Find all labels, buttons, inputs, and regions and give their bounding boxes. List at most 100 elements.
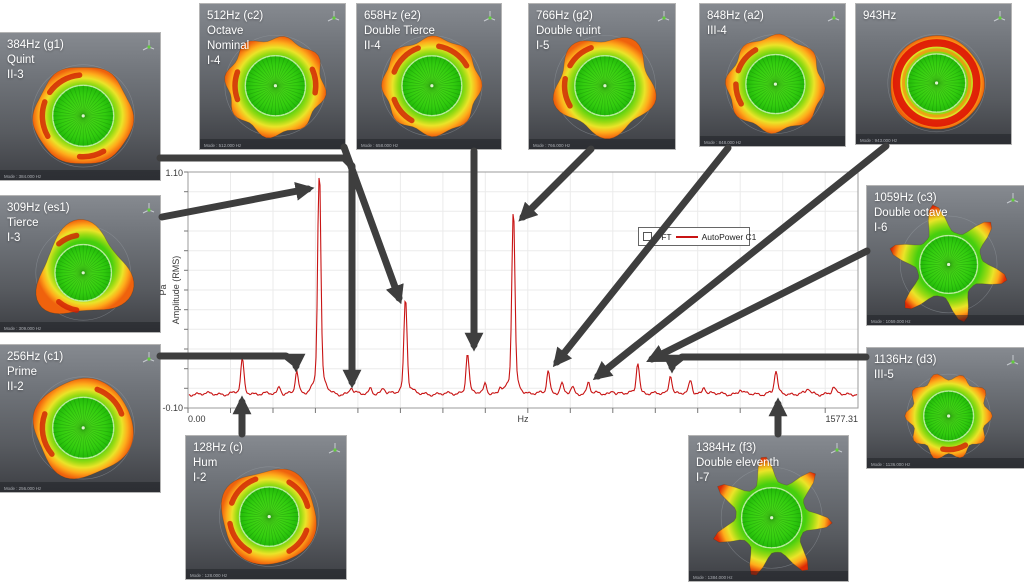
arrow-to-1059hz xyxy=(646,247,871,363)
panel-title: 943Hz xyxy=(863,9,896,24)
svg-text:Amplitude (RMS): Amplitude (RMS) xyxy=(171,256,181,325)
fft-trace xyxy=(188,177,858,397)
arrow-to-256hz xyxy=(156,352,306,373)
panel-title-line: 309Hz (es1) xyxy=(7,202,70,214)
panel-caption: Mode : 384.000 Hz xyxy=(4,174,42,179)
panel-title-line: 848Hz (a2) xyxy=(707,10,764,22)
panel-caption-bar xyxy=(0,170,160,180)
mode-panel-848hz[interactable]: 848Hz (a2) III-4 Mode : 848.000 Hz xyxy=(700,4,845,146)
orientation-triad-icon[interactable] xyxy=(141,349,156,364)
mode-panel-256hz[interactable]: 256Hz (c1) Prime II-2 Mode : 256.000 Hz xyxy=(0,345,160,492)
mode-panel-309hz[interactable]: 309Hz (es1) Tierce I-3 Mode : 309.000 Hz xyxy=(0,196,160,332)
svg-text:1577.31: 1577.31 xyxy=(825,414,858,424)
arrow-to-1136hz xyxy=(662,353,870,374)
arrow-to-512hz xyxy=(340,143,404,305)
panel-caption-bar xyxy=(0,322,160,332)
mode-panel-658hz[interactable]: 658Hz (e2) Double Tierce II-4 Mode : 658… xyxy=(357,4,501,149)
mode-shape-658hz xyxy=(357,4,501,149)
panel-caption: Mode : 128.000 Hz xyxy=(190,573,228,578)
mode-shape-1059hz xyxy=(867,186,1024,325)
arrow-to-848hz xyxy=(552,144,732,368)
panel-title-line: 658Hz (e2) xyxy=(364,10,421,22)
mode-shape-766hz xyxy=(529,4,675,149)
mode-panel-1059hz[interactable]: 1059Hz (c3) Double octave I-6 Mode : 105… xyxy=(867,186,1024,325)
panel-title-line: Double octave xyxy=(874,206,948,219)
panel-caption-bar xyxy=(867,458,1024,468)
panel-caption-bar xyxy=(0,482,160,492)
panel-title: 256Hz (c1) Prime II-2 xyxy=(7,350,63,395)
orientation-triad-icon[interactable] xyxy=(1005,352,1020,367)
orientation-triad-icon[interactable] xyxy=(1005,190,1020,205)
mode-panel-512hz[interactable]: 512Hz (c2) Octave Nominal I-4 Mode : 512… xyxy=(200,4,345,149)
panel-title: 1059Hz (c3) Double octave I-6 xyxy=(874,191,948,236)
panel-caption-bar xyxy=(700,136,845,146)
panel-caption: Mode : 1384.000 Hz xyxy=(693,575,733,580)
panel-caption: Mode : 256.000 Hz xyxy=(4,486,42,491)
panel-caption: Mode : 658.000 Hz xyxy=(361,143,399,148)
arrow-to-766hz xyxy=(518,145,595,222)
panel-caption: Mode : 1059.000 Hz xyxy=(871,319,911,324)
mode-panel-1136hz[interactable]: 1136Hz (d3) III-5 Mode : 1136.000 Hz xyxy=(867,348,1024,468)
mode-panel-384hz[interactable]: 384Hz (g1) Quint II-3 Mode : 384.000 Hz xyxy=(0,33,160,180)
mode-shape-943hz xyxy=(856,4,1011,144)
legend-checkbox[interactable] xyxy=(643,232,652,241)
panel-title-line: III-5 xyxy=(874,368,894,381)
mode-panel-128hz[interactable]: 128Hz (c) Hum I-2 Mode : 128.000 Hz xyxy=(186,436,346,579)
mode-panel-943hz[interactable]: 943Hz Mode : 943.000 Hz xyxy=(856,4,1011,144)
panel-title-line: 766Hz (g2) xyxy=(536,10,593,22)
panel-title: 658Hz (e2) Double Tierce II-4 xyxy=(364,9,435,54)
panel-caption-bar xyxy=(186,569,346,579)
mode-shape-309hz xyxy=(0,196,160,332)
orientation-triad-icon[interactable] xyxy=(141,37,156,52)
panel-title-line: III-4 xyxy=(707,24,727,37)
panel-title-line: Hum xyxy=(193,456,218,469)
orientation-triad-icon[interactable] xyxy=(141,200,156,215)
panel-title-line: I-5 xyxy=(536,39,550,52)
mode-panel-1384hz[interactable]: 1384Hz (f3) Double eleventh I-7 Mode : 1… xyxy=(689,436,848,581)
mode-shape-1136hz xyxy=(867,348,1024,468)
panel-title-line: I-7 xyxy=(696,471,710,484)
panel-title-line: Double eleventh xyxy=(696,456,780,469)
panel-title: 1384Hz (f3) Double eleventh I-7 xyxy=(696,441,779,486)
plot-legend: FFT AutoPower C1 xyxy=(638,227,756,246)
panel-title-line: I-3 xyxy=(7,231,21,244)
mode-shape-256hz xyxy=(0,345,160,492)
panel-title-line: Tierce xyxy=(7,216,39,229)
svg-text:1.10: 1.10 xyxy=(165,168,183,178)
panel-caption-bar xyxy=(200,139,345,149)
panel-caption-bar xyxy=(689,571,848,581)
panel-title: 384Hz (g1) Quint II-3 xyxy=(7,38,64,83)
mode-shape-848hz xyxy=(700,4,845,146)
panel-title-line: II-3 xyxy=(7,68,24,81)
panel-title-line: 1136Hz (d3) xyxy=(874,354,937,366)
panel-title-line: Nominal xyxy=(207,39,250,52)
panel-title: 309Hz (es1) Tierce I-3 xyxy=(7,201,70,246)
panel-title-line: 512Hz (c2) xyxy=(207,10,264,22)
mode-shape-128hz xyxy=(186,436,346,579)
mode-shape-1384hz xyxy=(689,436,848,581)
panel-title-line: 1059Hz (c3) xyxy=(874,192,937,204)
panel-title-line: II-2 xyxy=(7,380,24,393)
legend-series-swatch xyxy=(675,235,698,238)
svg-text:Hz: Hz xyxy=(518,414,529,424)
legend-group-label: FFT xyxy=(656,231,672,242)
mode-panel-766hz[interactable]: 766Hz (g2) Double quint I-5 Mode : 766.0… xyxy=(529,4,675,149)
orientation-triad-icon[interactable] xyxy=(656,8,671,23)
panel-title: 512Hz (c2) Octave Nominal I-4 xyxy=(207,9,263,69)
orientation-triad-icon[interactable] xyxy=(482,8,497,23)
panel-caption: Mode : 766.000 Hz xyxy=(533,143,571,148)
panel-title-line: 1384Hz (f3) xyxy=(696,442,757,454)
panel-title: 1136Hz (d3) III-5 xyxy=(874,353,936,383)
panel-title-line: II-4 xyxy=(364,39,381,52)
panel-title: 848Hz (a2) III-4 xyxy=(707,9,764,39)
orientation-triad-icon[interactable] xyxy=(326,8,341,23)
panel-title-line: I-4 xyxy=(207,54,221,67)
panel-caption: Mode : 309.000 Hz xyxy=(4,326,42,331)
orientation-triad-icon[interactable] xyxy=(826,8,841,23)
orientation-triad-icon[interactable] xyxy=(829,440,844,455)
arrow-to-384hz xyxy=(156,154,362,389)
orientation-triad-icon[interactable] xyxy=(327,440,342,455)
panel-caption: Mode : 943.000 Hz xyxy=(860,138,898,143)
panel-caption-bar xyxy=(856,134,1011,144)
orientation-triad-icon[interactable] xyxy=(992,8,1007,23)
